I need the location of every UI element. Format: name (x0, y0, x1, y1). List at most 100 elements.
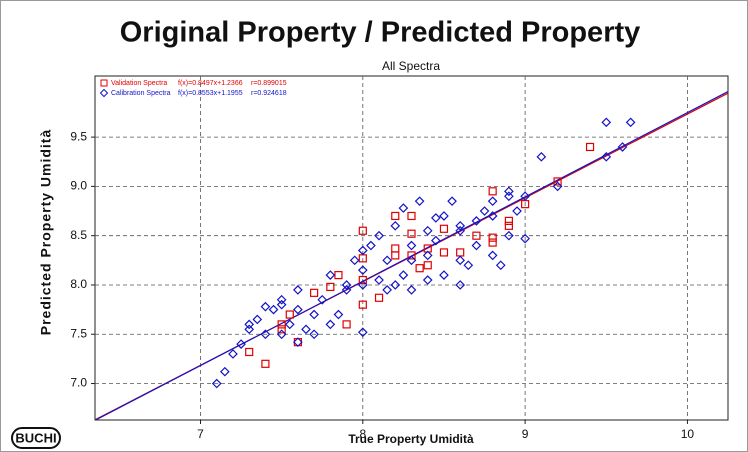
calibration-point (268, 304, 279, 315)
legend-equation: f(x)=0.8497x+1.2366 (178, 80, 243, 87)
validation-point (310, 288, 319, 297)
calibration-point (455, 220, 466, 231)
calibration-point (260, 301, 271, 312)
calibration-point (325, 319, 336, 330)
calibration-point (260, 329, 271, 340)
validation-point (553, 177, 562, 186)
calibration-point (512, 206, 522, 216)
calibration-point (479, 206, 490, 216)
calibration-point (536, 151, 547, 162)
logo-badge (11, 427, 61, 449)
x-tick-label: 10 (681, 427, 695, 441)
y-axis-label: Predicted Property Umidità (38, 129, 54, 336)
legend-r: r=0.924618 (251, 90, 287, 97)
calibration-point (309, 309, 319, 320)
chart-subtitle: All Spectra (382, 59, 440, 73)
calibration-point (406, 285, 417, 295)
validation-point (407, 229, 416, 238)
calibration-point (341, 280, 352, 290)
calibration-point (301, 324, 311, 335)
x-tick-label: 9 (522, 427, 529, 441)
validation-point (391, 244, 400, 253)
validation-point (472, 231, 481, 240)
calibration-point (244, 324, 255, 335)
calibration-point (390, 280, 401, 290)
validation-point (261, 359, 270, 368)
validation-point (342, 320, 351, 329)
calibration-point (252, 314, 263, 325)
calibration-point (487, 250, 498, 261)
calibration-point (390, 220, 401, 231)
validation-point (245, 347, 254, 357)
calibration-point (504, 191, 514, 202)
calibration-point (357, 327, 368, 338)
calibration-point (374, 275, 384, 285)
validation-point (504, 221, 513, 230)
calibration-point (398, 203, 409, 213)
calibration-point (276, 294, 287, 305)
calibration-point (357, 265, 368, 276)
validation-point (285, 310, 294, 319)
y-tick-label: 9.0 (70, 179, 87, 193)
calibration-point (414, 196, 425, 207)
calibration-point (487, 211, 498, 221)
chart-title: Original Property / Predicted Property (120, 17, 641, 49)
validation-point (391, 211, 400, 221)
calibration-point (382, 255, 393, 266)
calibration-point (471, 216, 482, 226)
calibration-point (349, 255, 360, 266)
calibration-point (276, 299, 287, 310)
calibration-point (236, 339, 246, 349)
legend-swatch (100, 79, 108, 87)
calibration-point (439, 211, 449, 221)
legend-name: Calibration Spectra (111, 90, 171, 97)
y-tick-label: 7.5 (70, 326, 87, 340)
calibration-point (520, 191, 530, 202)
calibration-point (455, 225, 466, 236)
calibration-point (504, 230, 514, 241)
validation-point (277, 325, 286, 334)
calibration-point (276, 329, 287, 340)
calibration-point (455, 280, 466, 290)
calibration-point (284, 319, 295, 330)
validation-point (326, 282, 335, 292)
calibration-point (317, 294, 328, 305)
calibration-point (422, 225, 433, 236)
validation-point (358, 275, 367, 285)
calibration-point (447, 196, 457, 207)
calibration-point (293, 337, 303, 347)
calibration-point (617, 142, 628, 152)
calibration-point (601, 151, 612, 162)
calibration-point (398, 270, 409, 280)
validation-point (407, 251, 416, 260)
validation-point (358, 300, 367, 309)
calibration-point (357, 245, 368, 256)
validation-point (488, 238, 497, 247)
calibration-point (422, 250, 433, 261)
calibration-point (430, 213, 441, 223)
calibration-point (463, 260, 474, 271)
validation-point (439, 224, 449, 233)
calibration-point (487, 196, 498, 207)
calibration-point (325, 270, 336, 280)
calibration-point (228, 349, 238, 359)
validation-point (439, 248, 449, 257)
calibration-point (357, 280, 368, 290)
y-tick-label: 8.0 (70, 277, 87, 291)
calibration-point (211, 378, 222, 389)
calibration-point (341, 285, 352, 295)
plot-area (94, 75, 729, 421)
calibration-point (244, 319, 255, 330)
calibration-point (219, 366, 230, 377)
y-tick-label: 8.5 (70, 228, 87, 242)
calibration-point (293, 304, 303, 315)
calibration-point (366, 240, 376, 251)
calibration-point (406, 240, 417, 251)
calibration-point (374, 230, 384, 241)
validation-point (488, 233, 497, 242)
calibration-point (293, 285, 303, 295)
legend-equation: f(x)=0.8553x+1.1955 (178, 90, 243, 97)
y-tick-label: 7.0 (70, 376, 87, 390)
calibration-point (552, 181, 563, 192)
